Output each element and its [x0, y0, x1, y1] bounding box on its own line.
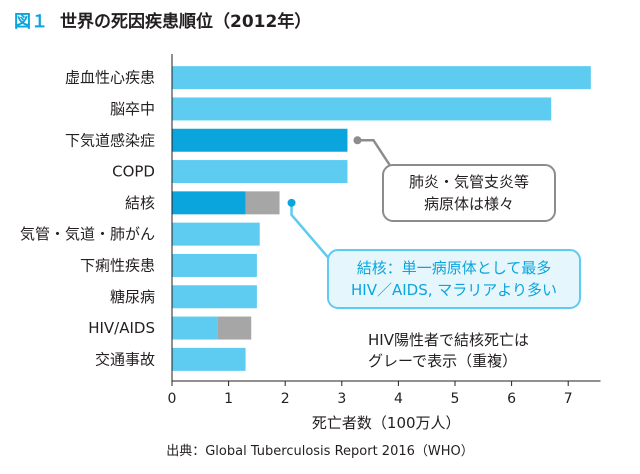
bar: [172, 222, 260, 246]
figure-title: 図１ 世界の死因疾患順位（2012年）: [14, 6, 311, 32]
category-label: HIV/AIDS: [88, 319, 155, 337]
category-label: COPD: [112, 163, 155, 181]
callout-dot: [353, 136, 362, 145]
category-label: 糖尿病: [110, 288, 155, 306]
category-label: 脳卒中: [110, 100, 155, 118]
bar: [172, 160, 348, 184]
callout-text: 病原体は様々: [424, 195, 514, 213]
x-tick-label: 0: [168, 391, 177, 407]
callout-text: 結核：単一病原体として最多: [357, 259, 552, 277]
callout-text: HIV／AIDS, マラリアより多い: [351, 281, 557, 299]
x-tick-label: 7: [564, 391, 573, 407]
callout-text: 肺炎・気管支炎等: [409, 173, 529, 191]
bar: [172, 66, 591, 90]
overlap-note: HIV陽性者で結核死亡は: [368, 331, 529, 349]
bar: [172, 253, 257, 277]
callout-connector: [357, 139, 393, 168]
category-label: 結核: [125, 194, 155, 212]
callout-connector: [290, 202, 333, 263]
callout-dot: [287, 198, 296, 207]
bar: [172, 128, 348, 152]
callout-box: [327, 249, 581, 309]
bar: [172, 347, 246, 371]
x-tick-label: 5: [451, 391, 460, 407]
category-label: 下気道感染症: [65, 131, 155, 149]
category-label: 気管・気道・肺がん: [20, 225, 155, 243]
figure-number: 図１: [14, 11, 48, 32]
overlap-bar: [245, 191, 280, 215]
x-tick-label: 2: [281, 391, 290, 407]
overlap-bar: [217, 316, 252, 340]
x-tick-label: 6: [507, 391, 516, 407]
bar: [172, 285, 257, 309]
category-label: 虚血性心疾患: [65, 69, 155, 87]
x-tick-label: 3: [337, 391, 346, 407]
figure-title-text: 世界の死因疾患順位（2012年）: [60, 11, 312, 32]
bar: [172, 316, 218, 340]
category-label: 下痢性疾患: [80, 256, 155, 274]
x-axis-label: 死亡者数（100万人）: [312, 414, 461, 432]
x-tick-label: 1: [224, 391, 233, 407]
callout-box: [382, 164, 556, 222]
bar: [172, 97, 552, 121]
x-tick-label: 4: [394, 391, 403, 407]
overlap-note: グレーで表示（重複）: [368, 352, 517, 370]
category-label: 交通事故: [95, 350, 155, 368]
source-note: 出典：Global Tuberculosis Report 2016（WHO）: [166, 444, 474, 459]
bar: [172, 191, 246, 215]
